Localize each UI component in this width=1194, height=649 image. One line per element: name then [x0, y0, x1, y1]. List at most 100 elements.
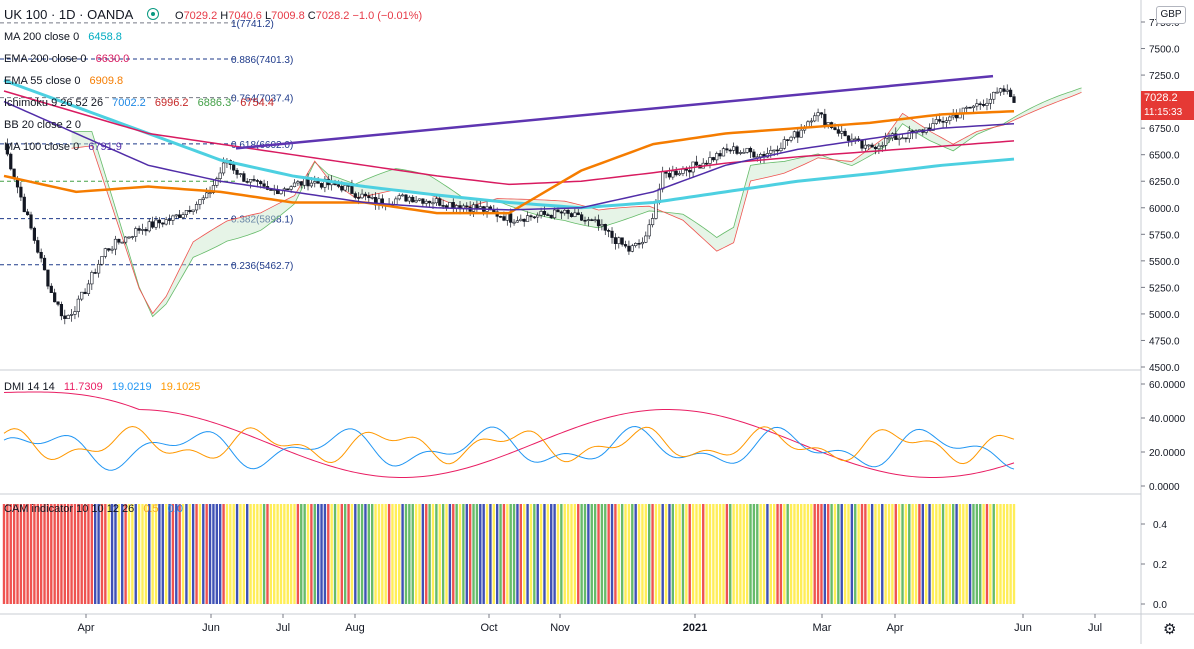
cam-bar: [94, 504, 97, 604]
candle-body: [738, 152, 742, 154]
cam-bar: [735, 504, 739, 604]
cam-bar: [887, 504, 891, 604]
candle-body: [232, 164, 236, 171]
ma-line: [3, 100, 1015, 211]
dmi-tick-label: 40.0000: [1149, 414, 1186, 425]
cam-bar: [441, 504, 445, 604]
candle-body: [573, 212, 577, 217]
symbol-header: UK 100 · 1D · OANDA: [4, 8, 133, 23]
fib-label: 0.236(5462.7): [231, 261, 293, 272]
candle-body: [951, 115, 955, 118]
cam-legend[interactable]: CAM indicator 10 10 12 26 0.5 0.0: [4, 502, 183, 516]
dmi-legend[interactable]: DMI 14 14 11.7309 19.0219 19.1025: [4, 380, 200, 394]
candle-body: [1005, 89, 1009, 92]
indicator-ema200[interactable]: EMA 200 close 0 6630.0: [4, 52, 129, 66]
cam-bar: [310, 504, 313, 604]
candle-body: [728, 149, 732, 152]
cam-bar: [246, 504, 249, 604]
candle-body: [215, 178, 219, 186]
indicator-bb[interactable]: BB 20 close 2 0: [4, 118, 81, 132]
dmi-tick-label: 20.0000: [1149, 448, 1186, 459]
candle-body: [36, 240, 40, 253]
cam-bar: [104, 504, 107, 604]
indicator-ema55[interactable]: EMA 55 close 0 6909.8: [4, 74, 123, 88]
candle-body: [978, 103, 982, 106]
cam-tick-label: 0.4: [1153, 520, 1167, 531]
candle-body: [613, 237, 618, 244]
currency-badge[interactable]: GBP: [1156, 6, 1186, 24]
cam-tick-label: 0.2: [1153, 560, 1167, 571]
candle-body: [117, 238, 121, 243]
candle-body: [583, 219, 587, 222]
cam-bar: [73, 504, 77, 604]
indicator-ma200[interactable]: MA 200 close 0 6458.8: [4, 30, 122, 44]
candle-body: [607, 230, 611, 232]
candle-body: [965, 106, 969, 109]
candle-body: [431, 202, 435, 205]
indicator-ma100[interactable]: MA 100 close 0 6791.9: [4, 140, 122, 154]
cam-bar: [256, 504, 259, 604]
candle-body: [833, 127, 837, 130]
cam-bar: [276, 504, 279, 604]
cam-bar: [587, 504, 590, 604]
candle-body: [826, 122, 830, 125]
cam-bar: [891, 504, 894, 604]
cam-bar: [337, 504, 340, 604]
cam-bar: [705, 504, 708, 604]
candle-body: [623, 244, 628, 247]
candle-body: [617, 237, 621, 244]
cam-bar: [593, 504, 597, 604]
time-tick-label: Mar: [813, 622, 832, 634]
cam-bar: [607, 504, 610, 604]
cam-bar: [1006, 504, 1009, 604]
countdown-tag: 11:15:33: [1141, 106, 1194, 120]
candle-body: [407, 196, 411, 202]
cam-bar: [222, 504, 225, 604]
candle-body: [789, 136, 793, 141]
dmi-minus-value: 19.1025: [160, 381, 201, 393]
cam-bar: [137, 504, 141, 604]
candle-body: [498, 216, 503, 218]
cam-bar: [279, 504, 283, 604]
cam-bar: [533, 504, 536, 604]
cam-bar: [148, 504, 151, 604]
candle-body: [590, 219, 594, 221]
cam-bar: [9, 504, 12, 604]
cam-bar: [381, 504, 384, 604]
indicator-ichimoku[interactable]: Ichimoku 9 26 52 26 7002.2 6996.2 6886.3…: [4, 96, 274, 110]
cam-bar: [884, 504, 887, 604]
price-tick-label: 6750.0: [1149, 124, 1180, 135]
cam-bar: [867, 504, 870, 604]
candle-body: [809, 120, 813, 123]
candle-body: [732, 146, 736, 151]
candle-body: [796, 131, 800, 138]
dmi-tick-label: 0.0000: [1149, 482, 1180, 493]
cam-bar: [374, 504, 377, 604]
candle-body: [56, 301, 60, 305]
candle-body: [711, 157, 715, 161]
candle-body: [752, 151, 756, 158]
time-tick-label: Jul: [1088, 622, 1102, 634]
cam-bar: [181, 504, 185, 604]
candle-body: [563, 209, 567, 214]
gear-icon[interactable]: ⚙: [1163, 621, 1177, 638]
candle-body: [596, 219, 601, 227]
cam-bar: [90, 504, 94, 604]
eye-icon[interactable]: [147, 8, 159, 20]
candle-body: [53, 292, 57, 303]
cam-bar: [766, 504, 769, 604]
cam-bar: [911, 504, 914, 604]
last-price-tag: 7028.2: [1141, 91, 1194, 106]
cam-bar: [610, 504, 614, 604]
candle-body: [661, 170, 665, 190]
cam-bar: [158, 504, 161, 604]
candle-body: [536, 214, 540, 218]
cam-bar: [458, 504, 462, 604]
candle-body: [424, 200, 428, 204]
candle-body: [799, 129, 803, 138]
cam-bar: [651, 504, 654, 604]
cam-bar: [830, 504, 833, 604]
cam-bar: [671, 504, 675, 604]
